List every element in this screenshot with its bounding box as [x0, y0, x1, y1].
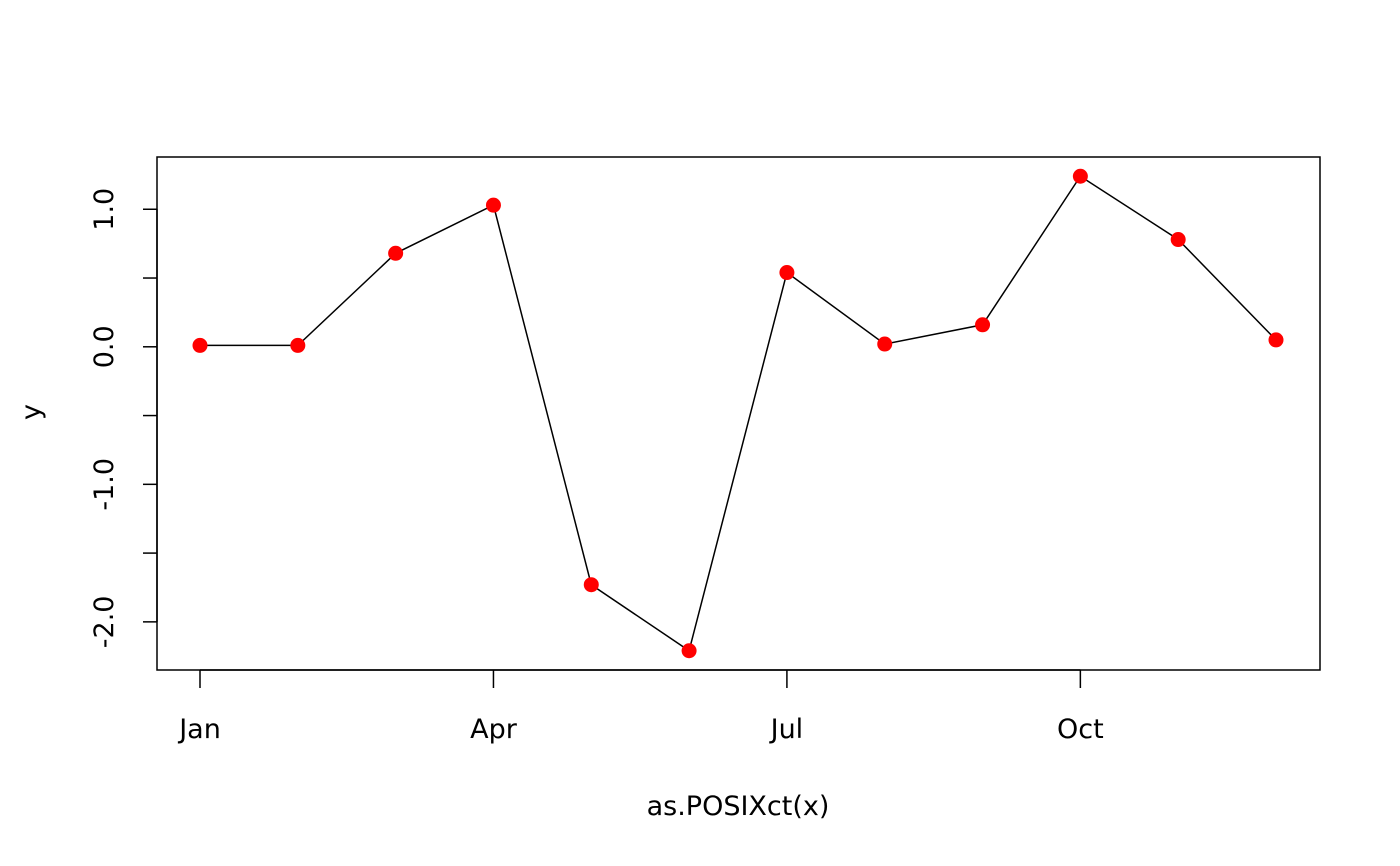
y-tick-label: -1.0	[89, 458, 120, 511]
y-tick-label: -2.0	[89, 596, 120, 649]
x-tick-label: Jul	[769, 714, 804, 745]
series-points	[192, 168, 1284, 659]
data-point	[485, 197, 501, 213]
data-point	[779, 265, 795, 281]
data-point	[1268, 332, 1284, 348]
x-axis-title: as.POSIXct(x)	[647, 791, 830, 822]
data-point	[975, 317, 991, 333]
x-tick-label: Apr	[470, 714, 518, 745]
y-axis-title: y	[16, 404, 47, 420]
plot-frame	[156, 156, 1321, 671]
data-point	[583, 577, 599, 593]
y-tick-label: 1.0	[89, 188, 120, 231]
x-axis: Jan Apr Jul Oct	[177, 669, 1104, 745]
series-line	[200, 175, 1277, 652]
data-point	[877, 336, 893, 352]
data-point	[1170, 232, 1186, 248]
x-tick-label: Oct	[1057, 714, 1104, 745]
data-point	[192, 337, 208, 353]
data-point	[681, 643, 697, 659]
data-point	[388, 245, 404, 261]
y-tick-label: 0.0	[89, 325, 120, 368]
data-point	[290, 337, 306, 353]
x-tick-label: Jan	[177, 714, 221, 745]
data-point	[1072, 168, 1088, 184]
y-axis: 1.0 0.0 -1.0 -2.0	[89, 188, 158, 649]
